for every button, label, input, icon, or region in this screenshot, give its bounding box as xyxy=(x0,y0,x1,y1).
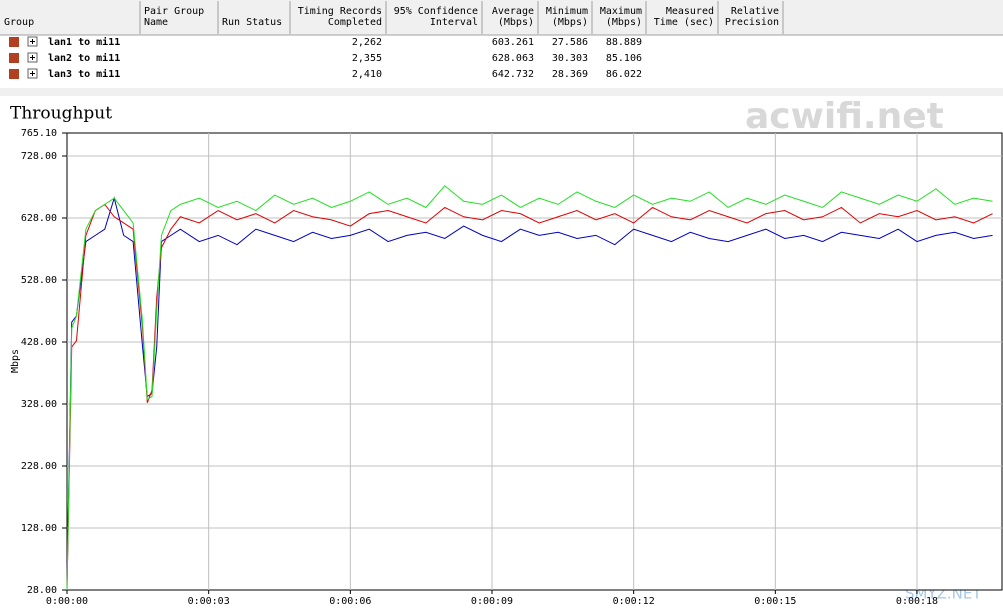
y-axis-label: Mbps xyxy=(10,349,21,373)
y-tick-label: 228.00 xyxy=(21,461,57,472)
column-header: Maximum xyxy=(600,6,642,17)
x-tick-label: 0:00:00 xyxy=(46,596,88,607)
x-tick-label: 0:00:12 xyxy=(613,596,655,607)
column-header: (Mbps) xyxy=(606,17,642,28)
cell: lan2 to mi11 xyxy=(48,52,120,64)
chart-title: Throughput xyxy=(10,104,112,124)
column-header: Run Status xyxy=(222,17,282,28)
y-tick-label: 765.10 xyxy=(21,128,57,139)
cell: 642.732 xyxy=(492,69,534,80)
x-tick-label: 0:00:03 xyxy=(188,596,230,607)
expand-plus xyxy=(30,55,35,60)
column-header: Average xyxy=(492,6,534,17)
y-tick-label: 428.00 xyxy=(21,337,57,348)
cell: 2,262 xyxy=(352,37,382,48)
y-tick-label: 28.00 xyxy=(27,585,57,596)
y-tick-label: 128.00 xyxy=(21,523,57,534)
watermark: acwifi.net xyxy=(745,96,944,137)
row-icon xyxy=(9,69,19,79)
y-tick-label: 328.00 xyxy=(21,399,57,410)
column-header: Completed xyxy=(328,17,382,28)
column-header: 95% Confidence xyxy=(394,6,478,17)
cell: 628.063 xyxy=(492,53,534,64)
column-header: Timing Records xyxy=(298,6,382,17)
column-header: Group xyxy=(4,17,34,28)
column-header: Interval xyxy=(430,17,478,28)
cell: lan3 to mi11 xyxy=(48,68,120,80)
cell: 2,355 xyxy=(352,53,382,64)
cell: 85.106 xyxy=(606,53,642,64)
column-header: (Mbps) xyxy=(498,17,534,28)
cell: 2,410 xyxy=(352,69,382,80)
cell: 88.889 xyxy=(606,37,642,48)
cell: 86.022 xyxy=(606,69,642,80)
cell: 28.369 xyxy=(552,69,588,80)
row-icon xyxy=(9,53,19,63)
x-tick-label: 0:00:09 xyxy=(471,596,513,607)
splitter xyxy=(0,88,1003,96)
column-header: Minimum xyxy=(546,6,588,17)
y-tick-label: 728.00 xyxy=(21,151,57,162)
column-header: Name xyxy=(144,17,168,28)
y-tick-label: 628.00 xyxy=(21,213,57,224)
x-tick-label: 0:00:15 xyxy=(754,596,796,607)
cell: 603.261 xyxy=(492,37,534,48)
column-header: Precision xyxy=(725,17,779,28)
row-icon xyxy=(9,37,19,47)
column-header: Time (sec) xyxy=(654,17,714,28)
table-header-bg xyxy=(0,0,1003,35)
column-header: Relative xyxy=(731,6,779,17)
cell: 30.303 xyxy=(552,53,588,64)
cell: lan1 to mi11 xyxy=(48,36,120,48)
column-header: (Mbps) xyxy=(552,17,588,28)
x-tick-label: 0:00:06 xyxy=(329,596,371,607)
plot-area xyxy=(66,132,1003,591)
column-header: Pair Group xyxy=(144,6,204,17)
expand-plus xyxy=(30,39,35,44)
column-header: Measured xyxy=(666,6,714,17)
series-line xyxy=(66,185,993,591)
expand-plus xyxy=(30,71,35,76)
x-tick-label: 0:00:18 xyxy=(896,596,938,607)
cell: 27.586 xyxy=(552,37,588,48)
y-tick-label: 528.00 xyxy=(21,275,57,286)
